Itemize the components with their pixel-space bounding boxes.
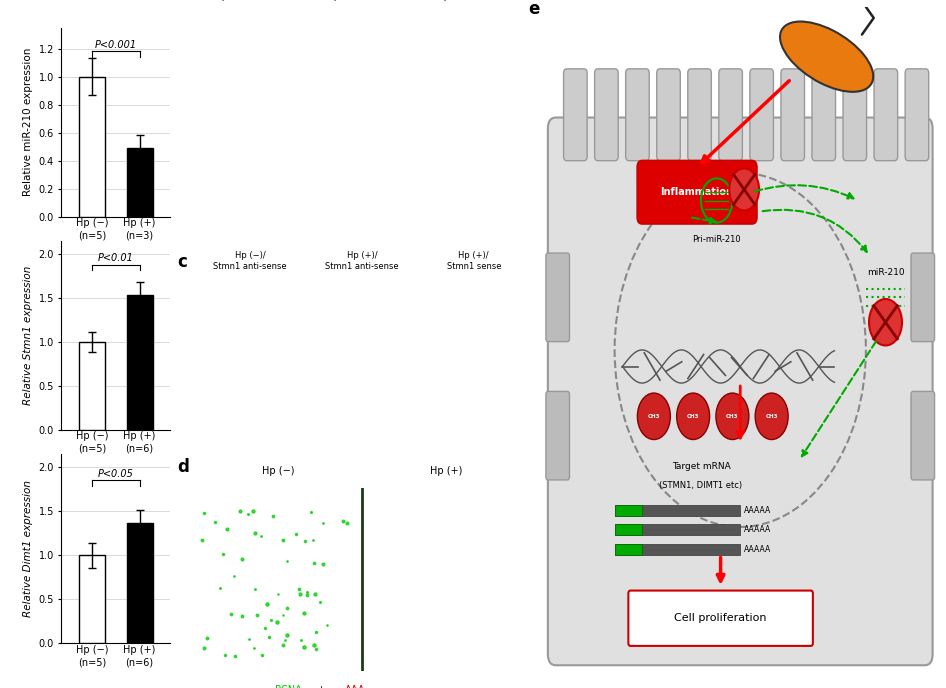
Ellipse shape (780, 21, 873, 92)
Text: P<0.001: P<0.001 (95, 40, 137, 50)
Text: Cell proliferation: Cell proliferation (674, 613, 767, 623)
Text: AAA: AAA (345, 685, 365, 688)
Y-axis label: Relative Stmn1 expression: Relative Stmn1 expression (23, 266, 33, 405)
Bar (79, 555, 105, 643)
Circle shape (869, 299, 902, 345)
Circle shape (676, 393, 710, 440)
Text: CH3: CH3 (648, 413, 660, 419)
Bar (615, 544, 740, 555)
Text: Hp (+)/
Stmn1 anti-sense: Hp (+)/ Stmn1 anti-sense (325, 251, 398, 270)
Y-axis label: Relative Dimt1 expression: Relative Dimt1 expression (23, 480, 33, 617)
Bar (79, 342, 105, 430)
FancyBboxPatch shape (911, 253, 935, 342)
Text: b: b (177, 0, 189, 1)
Circle shape (729, 169, 759, 211)
Text: miR-210: miR-210 (867, 268, 904, 277)
FancyBboxPatch shape (564, 69, 587, 161)
FancyBboxPatch shape (911, 391, 935, 480)
Bar (615, 524, 740, 535)
Text: Target mRNA: Target mRNA (672, 462, 730, 471)
Circle shape (716, 393, 749, 440)
Text: |: | (320, 685, 324, 688)
Text: CH3: CH3 (687, 413, 699, 419)
Circle shape (638, 393, 671, 440)
FancyBboxPatch shape (874, 69, 898, 161)
Bar (615, 505, 642, 516)
Bar (615, 524, 642, 535)
Bar (615, 544, 642, 555)
Bar (127, 148, 152, 217)
Text: Hp (−)/miR-210: Hp (−)/miR-210 (215, 0, 285, 1)
Text: Hp (+)/miR-210: Hp (+)/miR-210 (326, 0, 397, 1)
FancyBboxPatch shape (905, 69, 929, 161)
FancyBboxPatch shape (657, 69, 680, 161)
FancyBboxPatch shape (546, 253, 569, 342)
FancyBboxPatch shape (688, 69, 711, 161)
Text: Hp (−)/scramble: Hp (−)/scramble (436, 0, 511, 1)
FancyBboxPatch shape (628, 590, 813, 646)
Text: Hp (−)/
Stmn1 anti-sense: Hp (−)/ Stmn1 anti-sense (213, 251, 287, 270)
Text: CH3: CH3 (765, 413, 778, 419)
Text: Hp (+): Hp (+) (429, 466, 462, 475)
FancyBboxPatch shape (781, 69, 804, 161)
FancyBboxPatch shape (638, 161, 757, 224)
Bar (127, 523, 152, 643)
Bar (127, 295, 152, 430)
Text: d: d (177, 458, 189, 475)
Text: P<0.05: P<0.05 (98, 469, 133, 479)
FancyBboxPatch shape (548, 118, 933, 665)
Text: CH3: CH3 (727, 413, 739, 419)
Y-axis label: Relative miR-210 expression: Relative miR-210 expression (23, 48, 33, 196)
FancyBboxPatch shape (595, 69, 618, 161)
FancyBboxPatch shape (843, 69, 867, 161)
Text: AAAAA: AAAAA (745, 506, 771, 515)
Text: Inflammation: Inflammation (660, 187, 733, 197)
Bar (615, 505, 740, 516)
FancyBboxPatch shape (546, 391, 569, 480)
FancyBboxPatch shape (812, 69, 835, 161)
Text: PCNA: PCNA (274, 685, 302, 688)
Text: AAAAA: AAAAA (745, 545, 771, 554)
Text: e: e (528, 0, 539, 19)
Circle shape (755, 393, 788, 440)
Text: Hp (−): Hp (−) (262, 466, 294, 475)
Text: AAAAA: AAAAA (745, 525, 771, 534)
Text: Hp (+)/
Stmn1 sense: Hp (+)/ Stmn1 sense (447, 251, 501, 270)
Text: (STMN1, DIMT1 etc): (STMN1, DIMT1 etc) (659, 481, 743, 490)
Text: P<0.01: P<0.01 (98, 253, 133, 263)
FancyBboxPatch shape (625, 69, 649, 161)
FancyBboxPatch shape (750, 69, 774, 161)
Bar (79, 76, 105, 217)
Text: Pri-miR-210: Pri-miR-210 (692, 235, 741, 244)
Text: c: c (177, 252, 187, 270)
FancyBboxPatch shape (719, 69, 743, 161)
